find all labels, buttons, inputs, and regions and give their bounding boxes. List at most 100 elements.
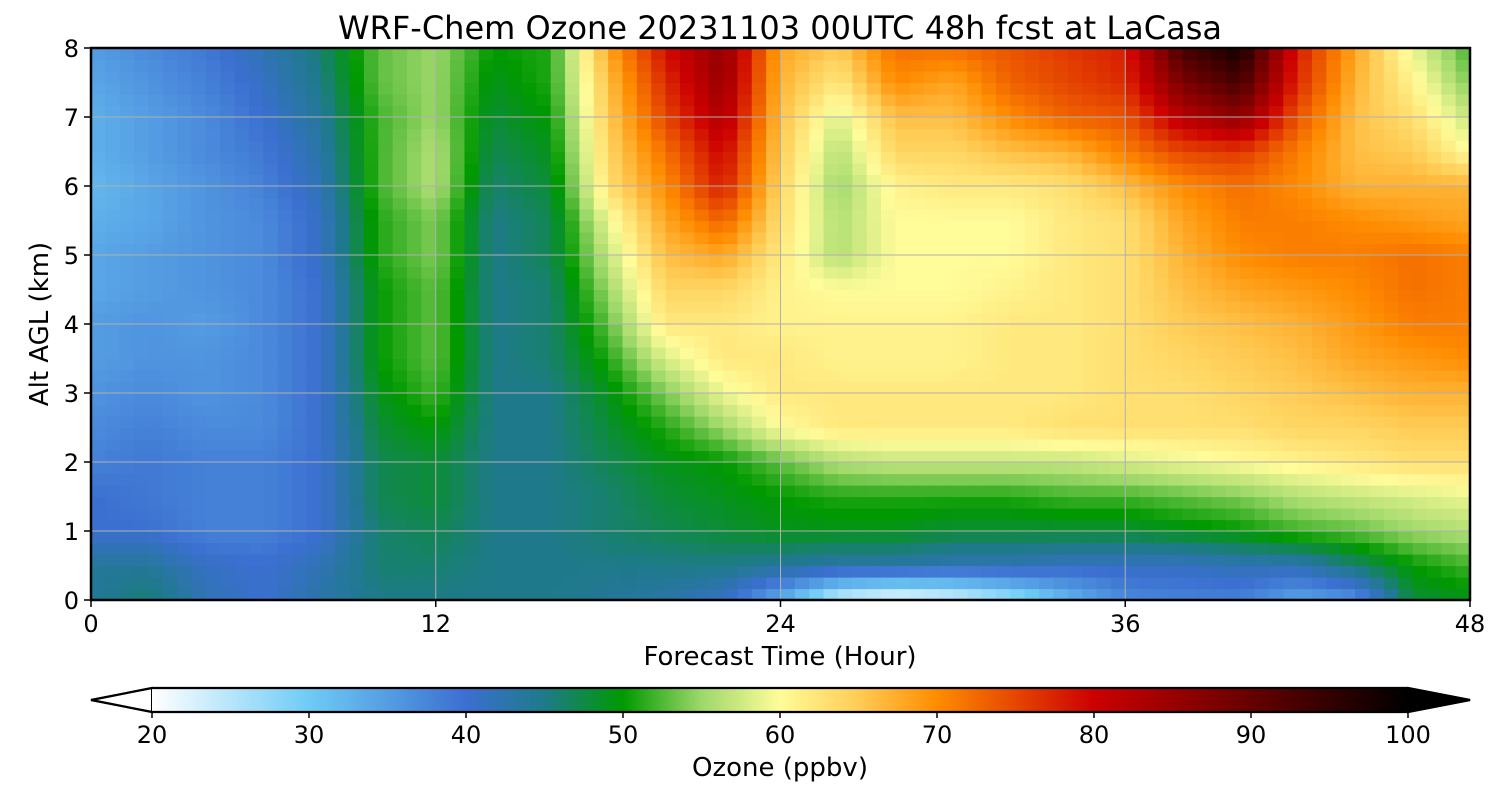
heatmap-cell bbox=[493, 324, 509, 337]
heatmap-cell bbox=[220, 439, 236, 452]
heatmap-cell bbox=[995, 554, 1011, 567]
heatmap-cell bbox=[521, 531, 537, 544]
heatmap-cell bbox=[1082, 232, 1098, 245]
heatmap-cell bbox=[205, 473, 221, 486]
heatmap-cell bbox=[565, 301, 580, 314]
heatmap-cell bbox=[292, 220, 308, 233]
heatmap-cell bbox=[421, 243, 437, 256]
heatmap-cell bbox=[794, 151, 810, 164]
heatmap-cell bbox=[579, 71, 595, 84]
heatmap-cell bbox=[392, 94, 408, 107]
heatmap-cell bbox=[679, 508, 695, 521]
heatmap-cell bbox=[708, 404, 724, 417]
heatmap-cell bbox=[277, 485, 293, 498]
heatmap-cell bbox=[478, 335, 494, 348]
heatmap-cell bbox=[1010, 174, 1026, 187]
heatmap-cell bbox=[435, 117, 451, 130]
heatmap-cell bbox=[493, 473, 509, 486]
heatmap-cell bbox=[1398, 255, 1414, 268]
heatmap-cell bbox=[392, 48, 408, 61]
heatmap-cell bbox=[277, 197, 293, 210]
heatmap-cell bbox=[162, 151, 178, 164]
heatmap-cell bbox=[1383, 542, 1399, 555]
heatmap-cell bbox=[679, 209, 695, 222]
heatmap-cell bbox=[205, 508, 221, 521]
heatmap-cell bbox=[105, 71, 121, 84]
heatmap-cell bbox=[1039, 404, 1055, 417]
heatmap-cell bbox=[852, 163, 868, 176]
heatmap-cell bbox=[924, 59, 940, 72]
heatmap-cell bbox=[1182, 427, 1198, 440]
heatmap-cell bbox=[579, 358, 595, 371]
heatmap-cell bbox=[1297, 404, 1313, 417]
heatmap-cell bbox=[478, 554, 494, 567]
heatmap-cell bbox=[191, 232, 207, 245]
heatmap-cell bbox=[292, 462, 308, 475]
heatmap-cell bbox=[565, 531, 580, 544]
heatmap-cell bbox=[967, 508, 983, 521]
heatmap-cell bbox=[766, 450, 782, 463]
heatmap-cell bbox=[1225, 312, 1241, 325]
heatmap-cell bbox=[967, 71, 983, 84]
heatmap-cell bbox=[809, 82, 825, 95]
heatmap-cell bbox=[1398, 531, 1414, 544]
heatmap-cell bbox=[679, 324, 695, 337]
heatmap-cell bbox=[751, 496, 767, 509]
heatmap-cell bbox=[1197, 105, 1213, 118]
heatmap-cell bbox=[909, 232, 925, 245]
heatmap-cell bbox=[249, 370, 264, 383]
heatmap-cell bbox=[320, 232, 336, 245]
heatmap-cell bbox=[938, 220, 954, 233]
heatmap-cell bbox=[1067, 577, 1083, 590]
heatmap-cell bbox=[909, 335, 925, 348]
heatmap-cell bbox=[320, 542, 336, 555]
heatmap-cell bbox=[579, 266, 595, 279]
heatmap-cell bbox=[565, 105, 580, 118]
heatmap-cell bbox=[421, 347, 437, 360]
heatmap-cell bbox=[981, 128, 997, 141]
heatmap-cell bbox=[220, 94, 236, 107]
heatmap-cell bbox=[162, 186, 178, 199]
heatmap-cell bbox=[191, 220, 207, 233]
heatmap-cell bbox=[1096, 473, 1112, 486]
heatmap-cell bbox=[751, 220, 767, 233]
heatmap-cell bbox=[1125, 393, 1141, 406]
heatmap-cell bbox=[1024, 151, 1040, 164]
heatmap-cell bbox=[249, 358, 264, 371]
heatmap-cell bbox=[780, 450, 796, 463]
heatmap-cell bbox=[794, 588, 810, 600]
heatmap-cell bbox=[162, 59, 178, 72]
heatmap-cell bbox=[91, 94, 106, 107]
heatmap-cell bbox=[1039, 519, 1055, 532]
heatmap-cell bbox=[435, 301, 451, 314]
heatmap-cell bbox=[349, 232, 365, 245]
heatmap-cell bbox=[1225, 174, 1241, 187]
heatmap-cell bbox=[1082, 266, 1098, 279]
heatmap-cell bbox=[967, 163, 983, 176]
heatmap-cell bbox=[823, 71, 839, 84]
heatmap-cell bbox=[536, 117, 552, 130]
heatmap-cell bbox=[277, 450, 293, 463]
heatmap-cell bbox=[852, 289, 868, 302]
heatmap-cell bbox=[924, 151, 940, 164]
heatmap-cell bbox=[737, 496, 753, 509]
heatmap-cell bbox=[507, 48, 523, 61]
heatmap-cell bbox=[1455, 370, 1470, 383]
heatmap-cell bbox=[952, 255, 968, 268]
heatmap-cell bbox=[1283, 508, 1299, 521]
heatmap-cell bbox=[407, 71, 422, 84]
heatmap-cell bbox=[536, 404, 552, 417]
heatmap-cell bbox=[148, 370, 164, 383]
heatmap-cell bbox=[737, 393, 753, 406]
heatmap-cell bbox=[895, 48, 911, 61]
heatmap-cell bbox=[1096, 312, 1112, 325]
heatmap-cell bbox=[794, 48, 810, 61]
heatmap-cell bbox=[1240, 174, 1256, 187]
heatmap-cell bbox=[234, 324, 250, 337]
heatmap-cell bbox=[1412, 232, 1428, 245]
heatmap-cell bbox=[636, 404, 652, 417]
heatmap-cell bbox=[909, 370, 925, 383]
heatmap-cell bbox=[1311, 473, 1327, 486]
heatmap-cell bbox=[881, 266, 897, 279]
heatmap-cell bbox=[622, 335, 638, 348]
